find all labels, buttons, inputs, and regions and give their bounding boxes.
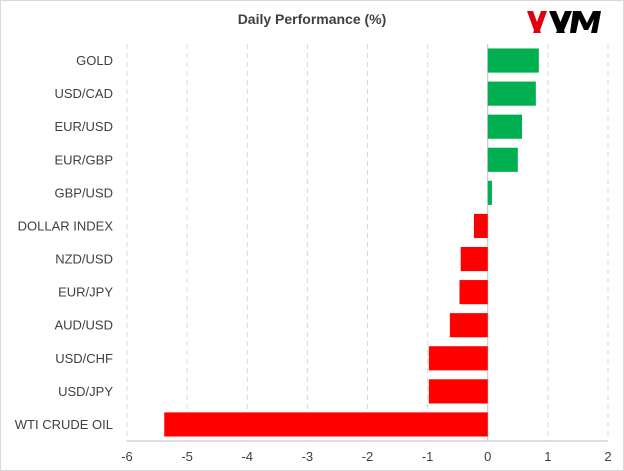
- bar-wti-crude-oil: [164, 412, 488, 437]
- x-tick-label: 1: [544, 449, 551, 464]
- bar-eur-gbp: [487, 147, 518, 172]
- xm-logo: [521, 3, 617, 43]
- category-label: EUR/USD: [54, 119, 113, 134]
- x-tick-label: -5: [181, 449, 193, 464]
- x-tick-label: 2: [604, 449, 611, 464]
- axis: [127, 44, 608, 442]
- bar-dollar-index: [473, 213, 488, 239]
- x-tick-label: -1: [422, 449, 434, 464]
- bar-eur-usd: [487, 114, 523, 139]
- tick-labels: -6 -5 -4 -3 -2 -1 0 1 2: [121, 449, 611, 464]
- category-labels: GOLD USD/CAD EUR/USD EUR/GBP GBP/USD DOLLAR I…: [15, 53, 114, 432]
- gridlines: [126, 44, 609, 441]
- x-tick-label: -3: [302, 449, 314, 464]
- category-label: DOLLAR INDEX: [18, 218, 114, 233]
- category-label: GBP/USD: [54, 185, 113, 200]
- category-label: WTI CRUDE OIL: [15, 417, 113, 432]
- x-tick-label: 0: [484, 449, 491, 464]
- bar-nzd-usd: [460, 246, 488, 272]
- category-label: USD/JPY: [58, 384, 113, 399]
- x-tick-label: -4: [241, 449, 253, 464]
- category-label: AUD/USD: [54, 318, 113, 333]
- category-label: USD/CAD: [54, 86, 113, 101]
- category-label: EUR/JPY: [58, 285, 113, 300]
- category-label: EUR/GBP: [54, 152, 113, 167]
- category-label: GOLD: [76, 53, 113, 68]
- category-label: USD/CHF: [55, 351, 113, 366]
- bar-gbp-usd: [487, 180, 492, 205]
- bar-eur-jpy: [459, 280, 488, 305]
- bar-gold: [487, 48, 539, 73]
- chart-title: Daily Performance (%): [237, 11, 387, 27]
- bar-aud-usd: [449, 313, 488, 338]
- category-label: NZD/USD: [55, 252, 113, 267]
- bar-usd-jpy: [428, 379, 488, 404]
- bars: [164, 48, 539, 437]
- x-tick-label: -6: [121, 449, 133, 464]
- bar-usd-cad: [487, 81, 536, 106]
- x-tick-label: -2: [362, 449, 374, 464]
- bar-usd-chf: [428, 346, 488, 371]
